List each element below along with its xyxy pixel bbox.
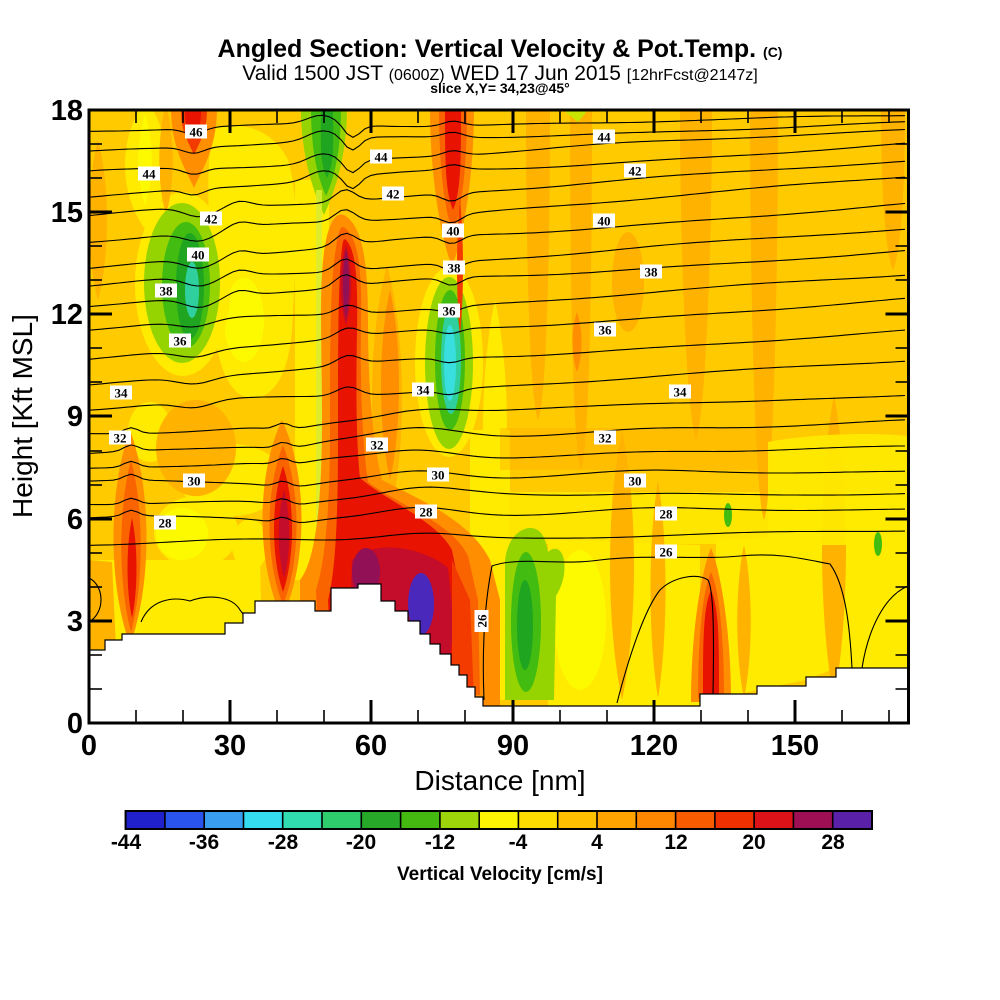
svg-text:Distance [nm]: Distance [nm]	[414, 765, 585, 796]
svg-text:12: 12	[664, 831, 687, 854]
svg-text:Vertical Velocity [cm/s]: Vertical Velocity [cm/s]	[397, 864, 603, 885]
svg-text:28: 28	[660, 507, 674, 522]
svg-text:26: 26	[660, 545, 674, 560]
svg-text:46: 46	[190, 125, 204, 140]
svg-text:-20: -20	[346, 831, 376, 854]
svg-text:38: 38	[448, 261, 462, 276]
svg-text:-36: -36	[189, 831, 219, 854]
svg-text:40: 40	[192, 248, 205, 263]
svg-text:42: 42	[387, 187, 400, 202]
svg-text:38: 38	[160, 284, 174, 299]
svg-text:slice X,Y= 34,23@45°: slice X,Y= 34,23@45°	[430, 80, 570, 96]
svg-text:34: 34	[115, 386, 129, 401]
svg-text:30: 30	[629, 474, 642, 489]
svg-text:32: 32	[371, 438, 384, 453]
svg-text:-28: -28	[268, 831, 299, 854]
svg-text:42: 42	[629, 164, 642, 179]
svg-text:28: 28	[821, 831, 845, 854]
svg-text:6: 6	[67, 504, 83, 536]
svg-text:Valid 1500 JST (0600Z) WED 17: Valid 1500 JST (0600Z) WED 17 Jun 2015 […	[242, 62, 757, 85]
svg-text:40: 40	[598, 214, 611, 229]
svg-text:150: 150	[771, 730, 819, 762]
svg-text:-12: -12	[425, 831, 455, 854]
svg-text:0: 0	[81, 730, 97, 762]
svg-text:60: 60	[355, 730, 387, 762]
svg-text:0: 0	[67, 708, 83, 740]
svg-text:26: 26	[475, 614, 490, 628]
svg-text:34: 34	[417, 383, 431, 398]
svg-text:42: 42	[205, 212, 218, 227]
svg-text:28: 28	[420, 505, 434, 520]
svg-text:44: 44	[375, 150, 389, 165]
svg-text:44: 44	[598, 130, 612, 145]
svg-text:30: 30	[188, 474, 201, 489]
svg-text:18: 18	[51, 95, 83, 127]
svg-text:Height [Kft MSL]: Height [Kft MSL]	[7, 314, 38, 518]
svg-text:34: 34	[674, 385, 688, 400]
svg-text:Angled Section: Vertical Veloc: Angled Section: Vertical Velocity & Pot.…	[218, 35, 783, 63]
svg-text:32: 32	[114, 431, 127, 446]
svg-text:40: 40	[447, 224, 460, 239]
svg-text:90: 90	[497, 730, 529, 762]
svg-text:4: 4	[591, 831, 603, 854]
svg-text:36: 36	[174, 334, 188, 349]
svg-text:-4: -4	[509, 831, 528, 854]
svg-text:120: 120	[630, 730, 678, 762]
svg-text:30: 30	[214, 730, 246, 762]
svg-text:36: 36	[599, 323, 613, 338]
svg-text:30: 30	[432, 468, 445, 483]
svg-text:-44: -44	[111, 831, 142, 854]
svg-text:3: 3	[67, 606, 83, 638]
svg-text:20: 20	[742, 831, 765, 854]
svg-text:28: 28	[159, 516, 173, 531]
svg-text:32: 32	[599, 431, 612, 446]
svg-text:9: 9	[67, 401, 83, 433]
svg-text:15: 15	[51, 197, 83, 229]
svg-text:12: 12	[51, 299, 83, 331]
svg-text:38: 38	[645, 265, 659, 280]
svg-text:36: 36	[443, 304, 457, 319]
svg-text:44: 44	[143, 167, 157, 182]
